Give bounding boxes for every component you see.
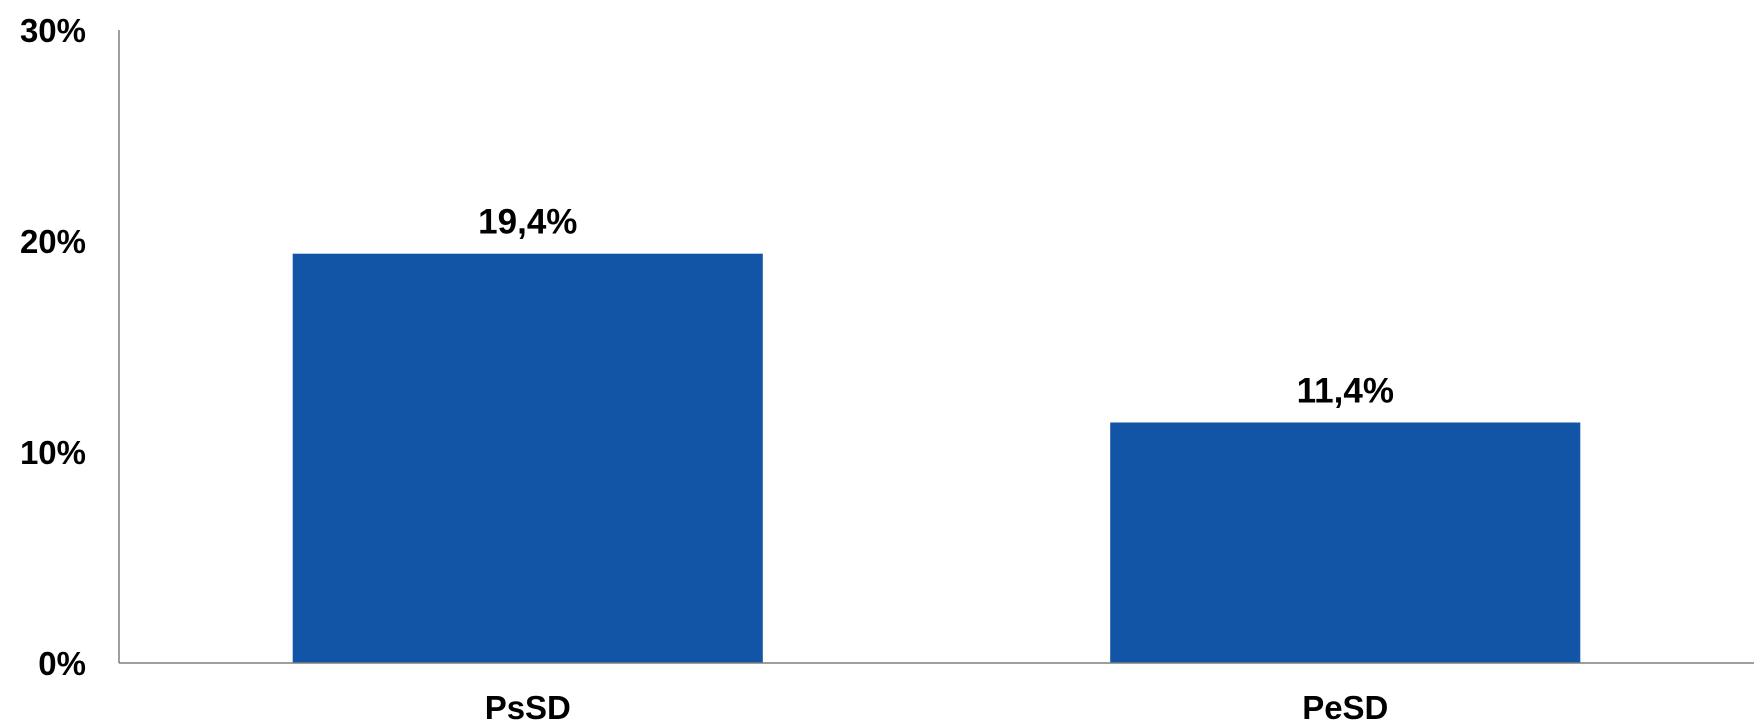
x-tick-label-pssd: PsSD: [485, 689, 571, 724]
data-label-pesd: 11,4%: [1297, 372, 1394, 411]
y-tick-label-10: 10%: [20, 434, 86, 471]
bar-pesd: [1110, 422, 1581, 663]
bar-pssd: [292, 253, 763, 663]
data-label-pssd: 19,4%: [478, 203, 577, 242]
x-tick-label-pesd: PeSD: [1302, 689, 1388, 724]
y-tick-label-20: 20%: [20, 223, 86, 260]
y-tick-label-0: 0%: [38, 645, 86, 682]
y-tick-label-30: 30%: [20, 12, 86, 49]
